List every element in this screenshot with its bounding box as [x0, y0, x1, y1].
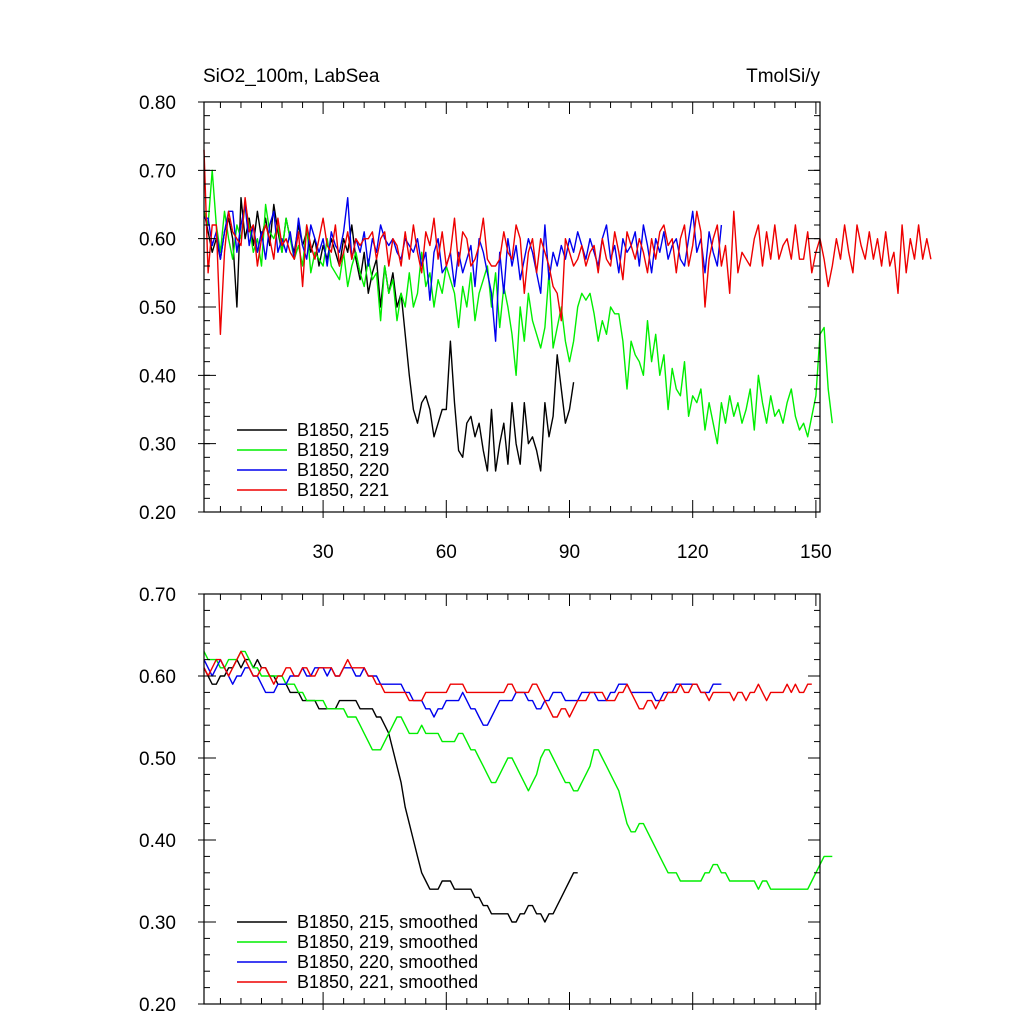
- y-tick-label: 0.50: [139, 749, 176, 770]
- y-tick-label: 0.40: [139, 366, 176, 387]
- series-line-0-2: [204, 196, 723, 342]
- y-tick-label: 0.30: [139, 913, 176, 934]
- x-tick-label: 120: [677, 542, 709, 563]
- y-tick-label: 0.60: [139, 667, 176, 688]
- legend-label: B1850, 215, smoothed: [297, 912, 478, 932]
- top-panel-title-left: SiO2_100m, LabSea: [203, 66, 380, 87]
- bottom-series-group: [203, 650, 833, 923]
- legend-label: B1850, 219: [297, 440, 389, 460]
- x-tick-label: 60: [436, 542, 457, 563]
- legend-label: B1850, 220, smoothed: [297, 952, 478, 972]
- x-tick-label: 90: [559, 542, 580, 563]
- bottom-plot-frame: [203, 593, 821, 1005]
- top-panel: SiO2_100m, LabSea TmolSi/y 0.200.300.400…: [139, 66, 932, 563]
- legend-label: B1850, 215: [297, 420, 389, 440]
- y-tick-label: 0.30: [139, 435, 176, 456]
- series-line-1-0: [203, 658, 578, 923]
- y-tick-label: 0.40: [139, 831, 176, 852]
- top-series-group: [203, 149, 932, 472]
- y-tick-label: 0.20: [139, 995, 176, 1016]
- y-tick-label: 0.70: [139, 585, 176, 606]
- y-tick-label: 0.60: [139, 230, 176, 251]
- top-axes-ticks: 0.20 0.30 0.40 0.50 0.60 0.70 0.80 30 60 90 120 150: [139, 93, 832, 563]
- series-line-1-2: [203, 658, 722, 726]
- series-line-1-3: [203, 650, 812, 718]
- legend-label: B1850, 221, smoothed: [297, 972, 478, 992]
- x-tick-label: 30: [313, 542, 334, 563]
- x-tick-label: 150: [800, 542, 832, 563]
- top-plot-frame: [203, 101, 821, 513]
- y-tick-label: 0.20: [139, 503, 176, 524]
- series-line-1-1: [203, 650, 833, 890]
- legend-label: B1850, 221: [297, 480, 389, 500]
- y-tick-label: 0.50: [139, 298, 176, 319]
- top-panel-title-right: TmolSi/y: [746, 66, 820, 87]
- series-line-0-1: [203, 169, 833, 445]
- y-tick-label: 0.70: [139, 161, 176, 182]
- series-line-0-3: [203, 149, 932, 335]
- y-tick-label: 0.80: [139, 93, 176, 114]
- legend-label: B1850, 220: [297, 460, 389, 480]
- legend-label: B1850, 219, smoothed: [297, 932, 478, 952]
- bottom-axes-ticks: 0.20 0.30 0.40 0.50 0.60 0.70: [139, 585, 820, 1016]
- bottom-panel: 0.20 0.30 0.40 0.50 0.60 0.70 B1850, 215, smo…: [139, 585, 833, 1016]
